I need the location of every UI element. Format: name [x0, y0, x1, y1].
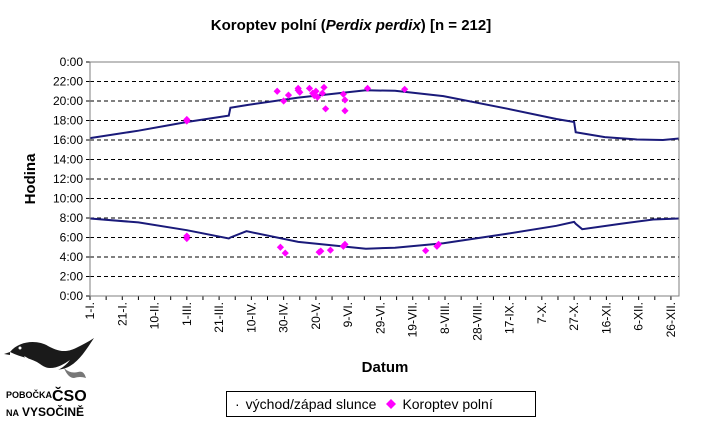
data-point — [296, 88, 304, 96]
data-point — [317, 247, 325, 255]
legend-label-sun: východ/západ slunce — [245, 396, 377, 412]
data-point — [312, 87, 320, 95]
x-tick-label: 29-VI. — [373, 302, 387, 334]
legend-item-bird: Koroptev polní — [386, 396, 493, 412]
data-point — [183, 117, 191, 125]
x-tick-label: 26-XII. — [664, 302, 678, 337]
data-point — [422, 247, 430, 255]
x-tick-label: 10-II. — [148, 302, 162, 329]
y-tick-label: 16:00 — [53, 133, 83, 147]
x-tick-label: 19-VII. — [406, 302, 420, 337]
x-tick-label: 9-VI. — [341, 302, 355, 327]
legend-item-sun: · východ/západ slunce — [235, 396, 376, 412]
x-tick-label: 28-VIII. — [470, 302, 484, 341]
cso-logo: POBOČKA ČSO NA VYSOČINĚ — [4, 338, 94, 419]
x-axis-ticks: 1-I. 21-I. 10-II. 1-III. 21-III. 10-IV. 30-IV.… — [83, 296, 678, 341]
x-tick-label: 21-I. — [115, 302, 129, 326]
y-tick-label: 18:00 — [53, 114, 83, 128]
y-tick-label: 20:00 — [53, 94, 83, 108]
data-point — [341, 96, 349, 104]
x-tick-label: 16-XI. — [599, 302, 613, 334]
x-tick-label: 10-IV. — [244, 302, 258, 333]
y-tick-label: 0:00 — [60, 289, 84, 303]
data-point — [318, 89, 326, 97]
y-tick-label: 4:00 — [60, 250, 84, 264]
chart-legend: · východ/západ slunce Koroptev polní — [226, 391, 536, 417]
data-point — [326, 246, 335, 254]
y-tick-label: 10:00 — [53, 192, 83, 206]
x-tick-label: 21-III. — [212, 302, 226, 333]
data-point — [434, 240, 443, 248]
plot-frame — [89, 61, 680, 297]
data-point — [183, 234, 191, 243]
x-tick-label: 17-IX. — [503, 302, 517, 334]
x-tick-label: 1-I. — [83, 302, 97, 319]
logo-text-2: NA — [6, 408, 19, 418]
data-point — [280, 97, 288, 105]
y-tick-label: 0:00 — [60, 55, 84, 69]
legend-diamond-icon — [386, 396, 397, 412]
data-point — [401, 85, 409, 93]
data-point — [320, 83, 328, 91]
data-point — [309, 89, 317, 97]
data-point — [276, 243, 285, 251]
y-axis-ticks: 0:00 2:00 4:00 6:00 8:00 10:00 12:00 14:00 16:00… — [53, 55, 90, 303]
x-tick-label: 27-X. — [567, 302, 581, 331]
legend-dot-icon: · — [235, 396, 240, 412]
data-point — [339, 90, 347, 98]
y-tick-label: 6:00 — [60, 231, 84, 245]
data-point — [313, 93, 322, 101]
sunset-line — [89, 89, 680, 142]
chart-title: Koroptev polní (Perdix perdix) [n = 212] — [211, 17, 491, 34]
x-tick-label: 6-XII. — [632, 302, 646, 331]
x-tick-label: 1-III. — [180, 302, 194, 326]
x-tick-label: 30-IV. — [277, 302, 291, 333]
data-point — [284, 91, 293, 99]
y-tick-label: 8:00 — [60, 211, 84, 225]
data-point — [341, 240, 349, 248]
data-point — [341, 107, 349, 115]
x-tick-label: 20-V. — [309, 302, 323, 330]
points-layer — [183, 83, 443, 257]
y-tick-label: 22:00 — [53, 75, 83, 89]
legend-label-bird: Koroptev polní — [402, 396, 493, 412]
logo-text-1: POBOČKA — [6, 389, 53, 400]
data-point — [310, 92, 318, 100]
x-tick-label: 7-X. — [535, 302, 549, 324]
logo-text-big2: VYSOČINĚ — [22, 404, 84, 419]
data-point — [305, 84, 314, 92]
x-tick-label: 8-VIII. — [438, 302, 452, 334]
y-tick-label: 2:00 — [60, 270, 84, 284]
y-axis-title: Hodina — [22, 153, 39, 204]
series-layer — [89, 89, 680, 250]
y-tick-label: 12:00 — [53, 172, 83, 186]
data-point — [363, 84, 372, 92]
y-tick-label: 14:00 — [53, 153, 83, 167]
logo-text-big: ČSO — [52, 386, 87, 405]
data-point — [273, 87, 281, 95]
data-point — [281, 249, 289, 257]
sunrise-line — [89, 217, 680, 250]
data-point — [322, 105, 330, 113]
x-axis-title: Datum — [362, 359, 409, 376]
